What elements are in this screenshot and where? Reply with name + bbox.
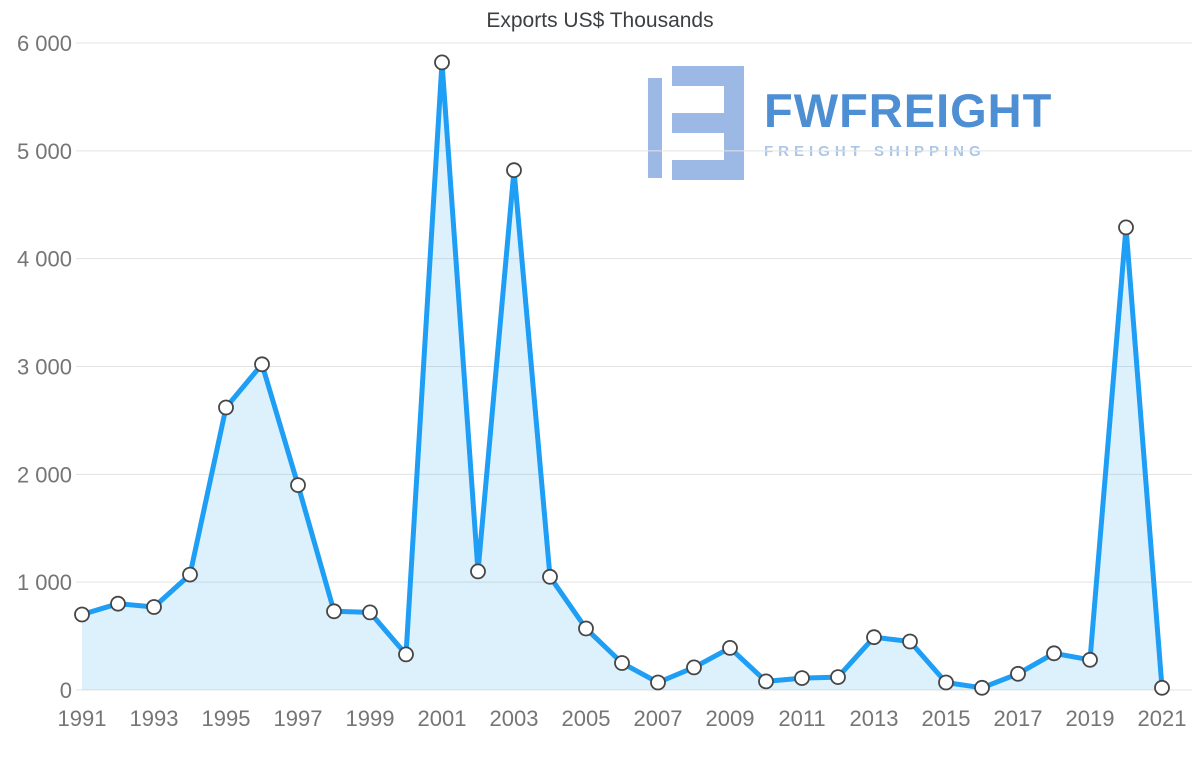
data-point-marker[interactable] <box>182 566 198 583</box>
data-point-marker[interactable] <box>686 659 702 676</box>
data-point-marker[interactable] <box>794 670 810 686</box>
data-point-marker[interactable] <box>398 646 414 663</box>
y-axis-tick-label: 6 000 <box>17 31 72 56</box>
x-axis-tick-label: 2005 <box>562 706 611 731</box>
data-point-marker[interactable] <box>218 399 234 416</box>
y-axis-tick-label: 4 000 <box>17 247 72 272</box>
x-axis-tick-label: 1997 <box>274 706 323 731</box>
y-axis-tick-label: 1 000 <box>17 570 72 595</box>
data-point-marker[interactable] <box>290 477 306 494</box>
data-point-marker[interactable] <box>938 674 954 691</box>
data-point-marker[interactable] <box>326 603 342 620</box>
data-point-marker[interactable] <box>470 563 486 580</box>
data-point-marker[interactable] <box>542 568 558 585</box>
data-point-marker[interactable] <box>578 620 594 637</box>
data-point-marker[interactable] <box>866 629 882 646</box>
data-point-marker[interactable] <box>506 162 522 179</box>
x-axis-tick-label: 2009 <box>706 706 755 731</box>
x-axis-tick-label: 2017 <box>994 706 1043 731</box>
x-axis-tick-label: 2011 <box>778 706 825 731</box>
data-point-marker[interactable] <box>974 679 990 696</box>
x-axis-tick-label: 2013 <box>850 706 899 731</box>
x-axis-tick-label: 2007 <box>634 706 683 731</box>
data-point-marker[interactable] <box>146 599 162 615</box>
data-point-marker[interactable] <box>1010 665 1026 682</box>
x-axis-tick-label: 1991 <box>58 706 107 731</box>
data-point-marker[interactable] <box>758 673 774 690</box>
data-point-marker[interactable] <box>722 640 738 656</box>
data-point-marker[interactable] <box>650 674 666 691</box>
y-axis-tick-label: 3 000 <box>17 355 72 380</box>
x-axis-tick-label: 2015 <box>922 706 971 731</box>
x-axis-tick-label: 2001 <box>418 706 467 731</box>
data-point-marker[interactable] <box>1118 219 1134 236</box>
data-point-marker[interactable] <box>110 595 126 612</box>
data-point-marker[interactable] <box>74 606 90 623</box>
x-axis-tick-label: 2021 <box>1138 706 1187 731</box>
data-point-marker[interactable] <box>1154 679 1170 696</box>
data-point-marker[interactable] <box>254 356 270 373</box>
data-point-marker[interactable] <box>614 655 630 671</box>
y-axis-tick-label: 5 000 <box>17 139 72 164</box>
series-area-fill <box>82 62 1162 690</box>
data-point-marker[interactable] <box>434 54 450 71</box>
data-point-marker[interactable] <box>830 669 846 685</box>
x-axis-tick-label: 1999 <box>346 706 395 731</box>
data-point-marker[interactable] <box>902 633 918 650</box>
data-point-marker[interactable] <box>1046 645 1062 662</box>
chart-title: Exports US$ Thousands <box>486 9 714 32</box>
y-axis-tick-label: 0 <box>60 678 72 703</box>
x-axis-tick-label: 2019 <box>1066 706 1115 731</box>
data-point-marker[interactable] <box>362 604 378 621</box>
x-axis-tick-label: 1993 <box>130 706 179 731</box>
x-axis-tick-label: 1995 <box>202 706 251 731</box>
x-axis-tick-label: 2003 <box>490 706 539 731</box>
y-axis-tick-label: 2 000 <box>17 462 72 487</box>
data-point-marker[interactable] <box>1082 651 1098 668</box>
